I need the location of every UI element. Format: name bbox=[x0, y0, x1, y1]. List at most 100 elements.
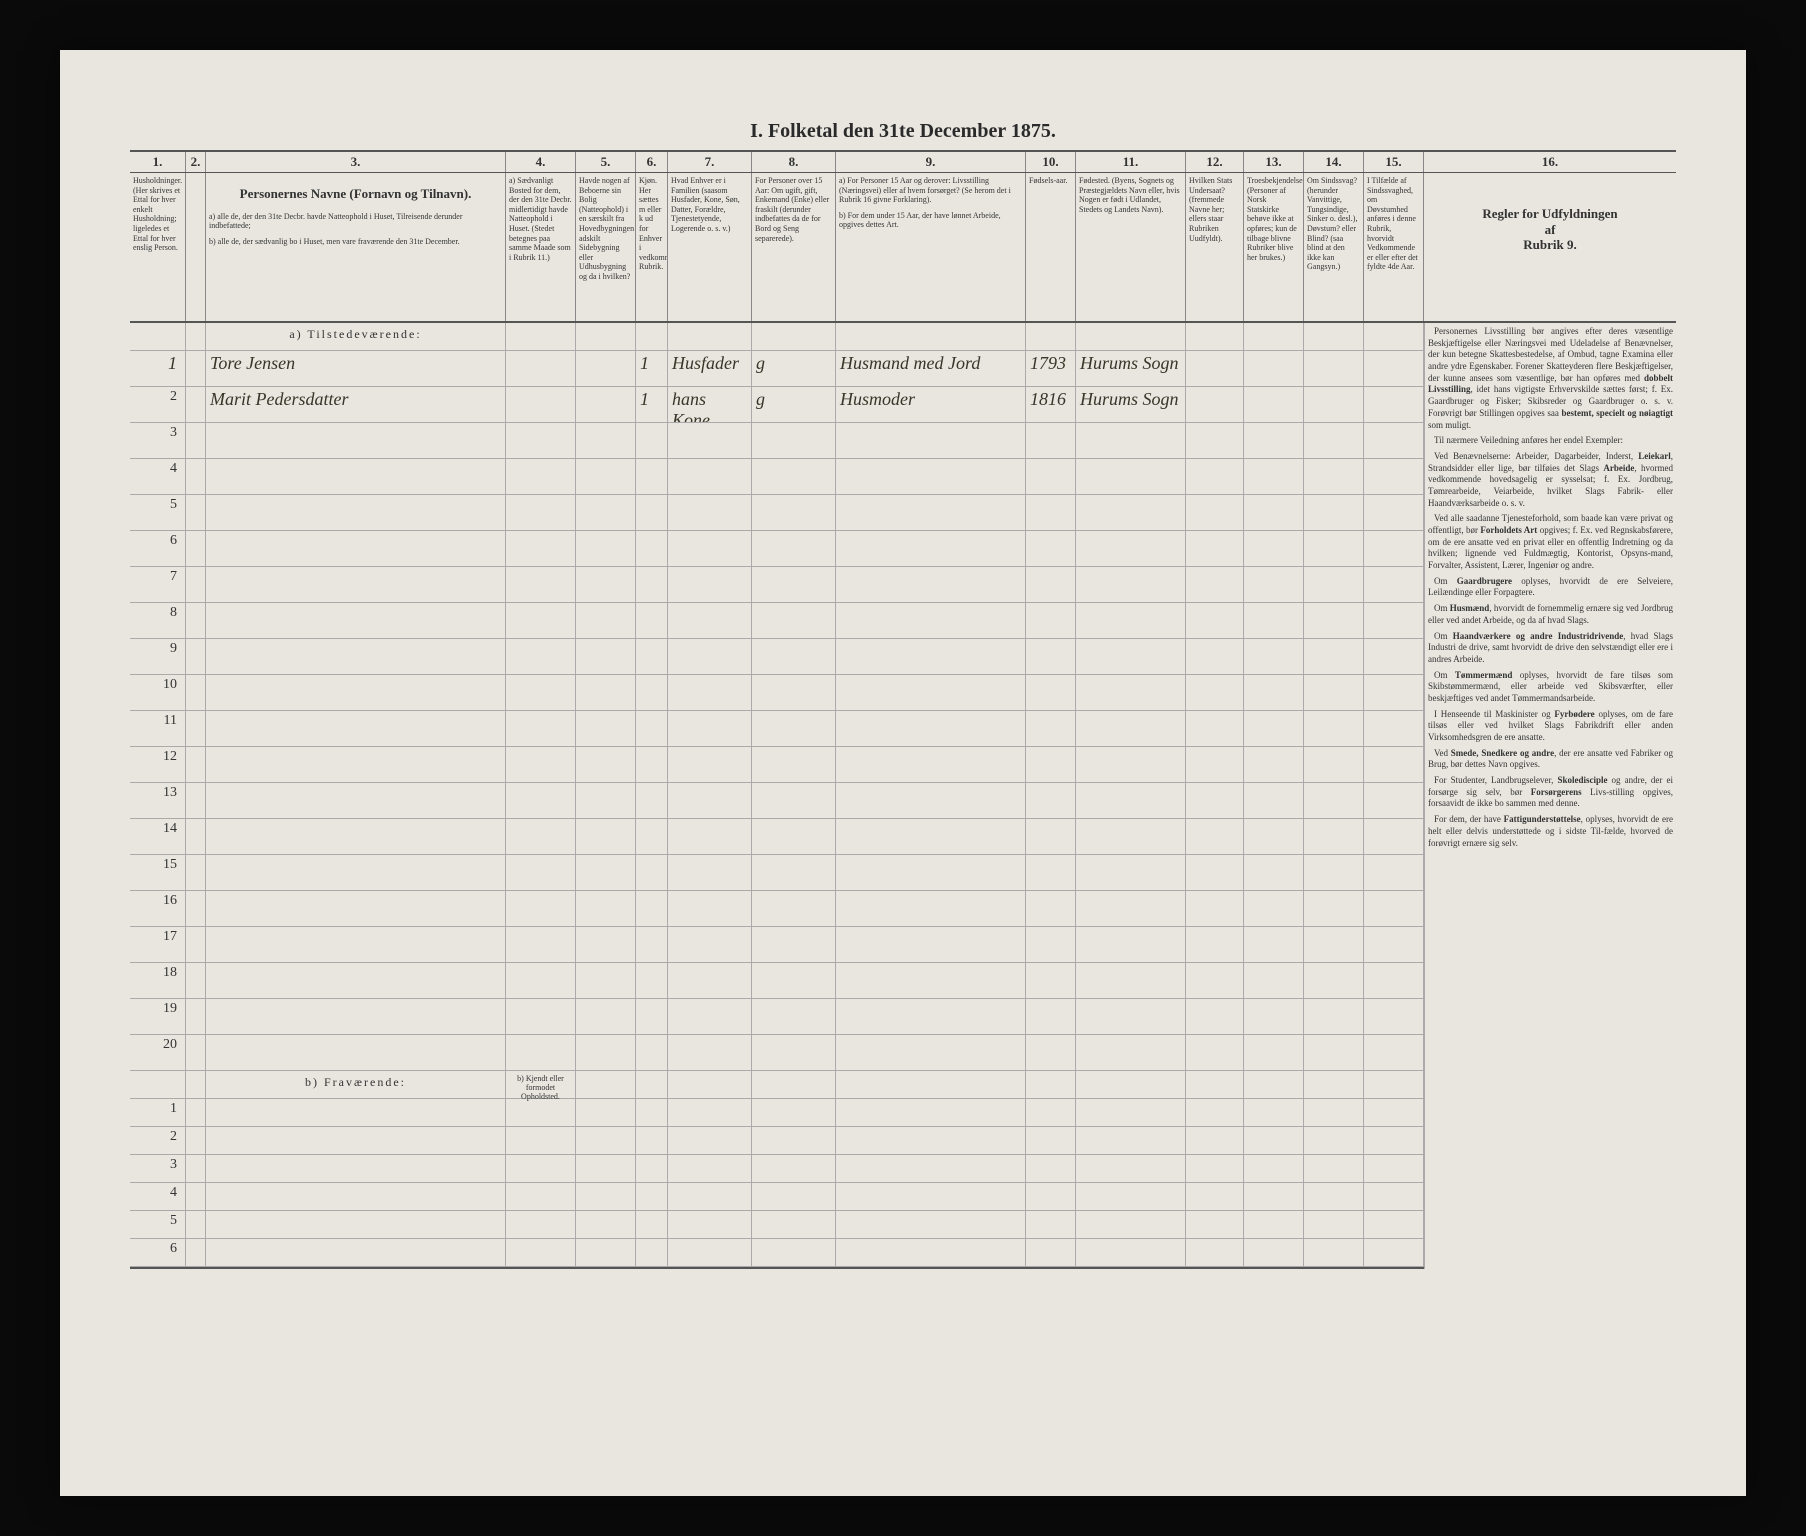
cell-c4 bbox=[506, 1035, 576, 1070]
cell-c6 bbox=[636, 927, 668, 962]
colnum-5: 5. bbox=[576, 152, 636, 172]
cell-c12 bbox=[1186, 531, 1244, 566]
cell-c4 bbox=[506, 387, 576, 422]
cell-c12 bbox=[1186, 1183, 1244, 1210]
cell-c7 bbox=[668, 1239, 752, 1266]
cell-c11 bbox=[1076, 819, 1186, 854]
section-cell: b) Fraværende: bbox=[206, 1071, 506, 1098]
cell-c15 bbox=[1364, 1183, 1424, 1210]
cell-c12 bbox=[1186, 999, 1244, 1034]
cell-c9 bbox=[836, 927, 1026, 962]
cell-c15 bbox=[1364, 1155, 1424, 1182]
head-8: For Personer over 15 Aar: Om ugift, gift… bbox=[752, 173, 836, 321]
cell-c10: 1816 bbox=[1026, 387, 1076, 422]
rules-paragraph: Om Tømmermænd oplyses, hvorvidt de fare … bbox=[1428, 670, 1673, 705]
cell-c1: 10 bbox=[130, 675, 186, 710]
cell-c5 bbox=[576, 819, 636, 854]
cell-c6 bbox=[636, 819, 668, 854]
cell-c4 bbox=[506, 1239, 576, 1266]
colnum-16: 16. bbox=[1424, 152, 1676, 172]
cell-c7 bbox=[668, 1183, 752, 1210]
cell-c6 bbox=[636, 963, 668, 998]
cell-c9 bbox=[836, 1127, 1026, 1154]
cell-c1: 19 bbox=[130, 999, 186, 1034]
cell-c11 bbox=[1076, 603, 1186, 638]
section-cell bbox=[130, 323, 186, 350]
cell-c8 bbox=[752, 639, 836, 674]
cell-c12 bbox=[1186, 711, 1244, 746]
head-14: Om Sindssvag? (herunder Vanvittige, Tung… bbox=[1304, 173, 1364, 321]
cell-c7 bbox=[668, 747, 752, 782]
cell-c8 bbox=[752, 927, 836, 962]
cell-c9 bbox=[836, 675, 1026, 710]
cell-c10 bbox=[1026, 1155, 1076, 1182]
cell-c2 bbox=[186, 855, 206, 890]
cell-c3 bbox=[206, 819, 506, 854]
cell-c14 bbox=[1304, 1099, 1364, 1126]
cell-c10 bbox=[1026, 459, 1076, 494]
cell-c14 bbox=[1304, 747, 1364, 782]
cell-c10 bbox=[1026, 1211, 1076, 1238]
cell-c9 bbox=[836, 495, 1026, 530]
cell-c10 bbox=[1026, 711, 1076, 746]
cell-c14 bbox=[1304, 603, 1364, 638]
cell-c7 bbox=[668, 1099, 752, 1126]
cell-c5 bbox=[576, 351, 636, 386]
cell-c13 bbox=[1244, 819, 1304, 854]
cell-c4 bbox=[506, 639, 576, 674]
cell-c6 bbox=[636, 639, 668, 674]
cell-c7 bbox=[668, 891, 752, 926]
cell-c8 bbox=[752, 1127, 836, 1154]
cell-c8 bbox=[752, 459, 836, 494]
cell-c6 bbox=[636, 531, 668, 566]
section-cell bbox=[576, 1071, 636, 1098]
table-row: 10 bbox=[130, 675, 1424, 711]
cell-c6 bbox=[636, 1211, 668, 1238]
cell-c8 bbox=[752, 963, 836, 998]
cell-c3 bbox=[206, 999, 506, 1034]
cell-c5 bbox=[576, 1127, 636, 1154]
page-title: I. Folketal den 31te December 1875. bbox=[60, 120, 1746, 143]
cell-c14 bbox=[1304, 855, 1364, 890]
cell-c2 bbox=[186, 999, 206, 1034]
cell-c1: 2 bbox=[130, 387, 186, 422]
cell-c9 bbox=[836, 567, 1026, 602]
table-row: 11 bbox=[130, 711, 1424, 747]
cell-c4 bbox=[506, 855, 576, 890]
cell-c11 bbox=[1076, 1127, 1186, 1154]
cell-c9 bbox=[836, 1035, 1026, 1070]
head-16: Regler for Udfyldningen af Rubrik 9. bbox=[1424, 173, 1676, 321]
cell-c11 bbox=[1076, 495, 1186, 530]
column-number-row: 1. 2. 3. 4. 5. 6. 7. 8. 9. 10. 11. 12. 1… bbox=[130, 150, 1676, 173]
cell-c11 bbox=[1076, 963, 1186, 998]
cell-c13 bbox=[1244, 459, 1304, 494]
cell-c10 bbox=[1026, 783, 1076, 818]
cell-c12 bbox=[1186, 423, 1244, 458]
head-11: Fødested. (Byens, Sognets og Præstegjæld… bbox=[1076, 173, 1186, 321]
section-cell bbox=[1364, 1071, 1424, 1098]
cell-c12 bbox=[1186, 639, 1244, 674]
table-row: 6 bbox=[130, 531, 1424, 567]
colnum-13: 13. bbox=[1244, 152, 1304, 172]
cell-c7 bbox=[668, 675, 752, 710]
cell-c10 bbox=[1026, 963, 1076, 998]
cell-c1: 5 bbox=[130, 495, 186, 530]
cell-c4 bbox=[506, 783, 576, 818]
cell-c8 bbox=[752, 567, 836, 602]
rules-paragraph: Til nærmere Veiledning anføres her endel… bbox=[1428, 435, 1673, 447]
cell-c13 bbox=[1244, 783, 1304, 818]
cell-c1: 6 bbox=[130, 1239, 186, 1266]
section-cell bbox=[836, 1071, 1026, 1098]
colnum-14: 14. bbox=[1304, 152, 1364, 172]
cell-c13 bbox=[1244, 351, 1304, 386]
section-cell bbox=[668, 323, 752, 350]
colnum-11: 11. bbox=[1076, 152, 1186, 172]
cell-c15 bbox=[1364, 639, 1424, 674]
cell-c2 bbox=[186, 1211, 206, 1238]
scanned-page: I. Folketal den 31te December 1875. 1. 2… bbox=[60, 50, 1746, 1496]
cell-c13 bbox=[1244, 675, 1304, 710]
cell-c11 bbox=[1076, 1211, 1186, 1238]
cell-c15 bbox=[1364, 1035, 1424, 1070]
cell-c6 bbox=[636, 1099, 668, 1126]
head-3-a: a) alle de, der den 31te Decbr. havde Na… bbox=[209, 212, 502, 231]
